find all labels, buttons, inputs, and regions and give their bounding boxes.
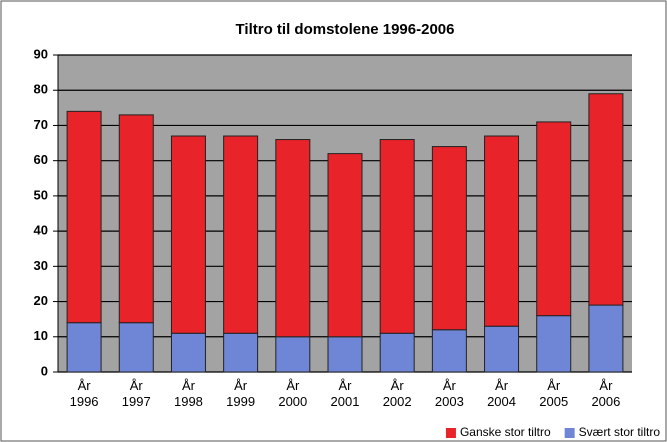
- y-tick-label: 0: [41, 363, 48, 378]
- bar-segment: [588, 304, 624, 373]
- y-tick-label: 10: [34, 328, 48, 343]
- x-tick-label: År 2001: [330, 378, 360, 409]
- bar-segment: [118, 114, 154, 324]
- bar-segment: [536, 315, 572, 373]
- x-tick-label: År 2005: [539, 378, 569, 409]
- legend-swatch: [564, 428, 575, 438]
- bar-segment: [170, 332, 206, 373]
- bar-segment: [170, 135, 206, 334]
- legend-label: Svært stor tiltro: [579, 425, 661, 439]
- x-tick-label: År 1996: [69, 378, 99, 409]
- bar-segment: [66, 322, 102, 373]
- bar-segment: [223, 332, 259, 373]
- bar-segment: [536, 121, 572, 317]
- y-tick-label: 80: [34, 82, 48, 97]
- x-tick-label: År 2002: [382, 378, 412, 409]
- y-tick-label: 30: [34, 258, 48, 273]
- bar-segment: [379, 139, 415, 334]
- bar-segment: [275, 336, 311, 373]
- y-tick-label: 70: [34, 117, 48, 132]
- bar-segment: [379, 332, 415, 373]
- bar-segment: [431, 146, 467, 331]
- x-tick-label: År 2006: [591, 378, 621, 409]
- y-tick-label: 50: [34, 187, 48, 202]
- x-tick-label: År 2004: [487, 378, 516, 409]
- y-tick-label: 60: [34, 152, 48, 167]
- bar-segment: [431, 329, 467, 373]
- bar-segment: [118, 322, 154, 373]
- legend-label: Ganske stor tiltro: [460, 425, 551, 439]
- x-tick-label: År 2000: [278, 378, 308, 409]
- bar-segment: [588, 93, 624, 306]
- y-tick-label: 90: [34, 46, 48, 61]
- y-tick-label: 40: [34, 223, 48, 238]
- x-tick-label: År 1998: [173, 378, 203, 409]
- bar-segment: [327, 153, 363, 338]
- bar-segment: [275, 139, 311, 338]
- legend-swatch: [445, 428, 456, 438]
- x-tick-label: År 1999: [226, 378, 256, 409]
- chart-title: Tiltro til domstolene 1996-2006: [236, 21, 455, 38]
- y-tick-label: 20: [34, 293, 48, 308]
- bar-segment: [223, 135, 259, 334]
- x-tick-label: År 1997: [121, 378, 151, 409]
- bar-segment: [484, 135, 520, 327]
- bar-segment: [66, 110, 102, 324]
- bar-segment: [484, 325, 520, 373]
- x-tick-label: År 2003: [434, 378, 464, 409]
- bar-segment: [327, 336, 363, 373]
